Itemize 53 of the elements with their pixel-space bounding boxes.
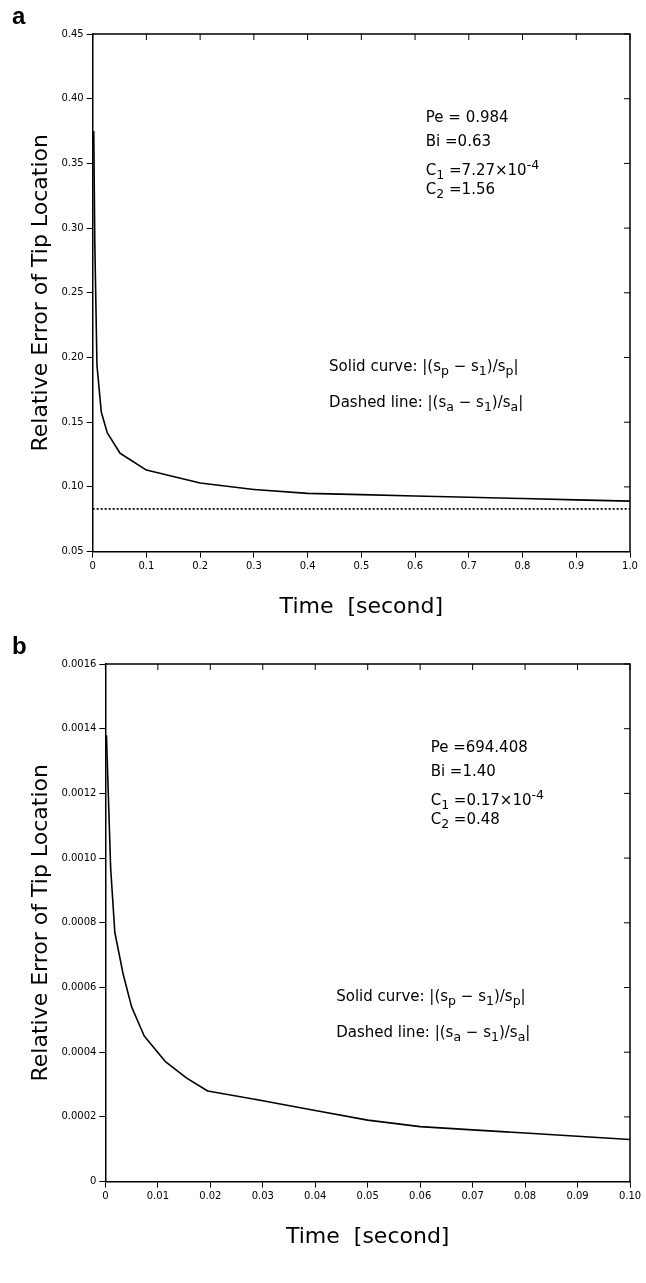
x-tick-label: 0.09 [566, 1190, 589, 1202]
x-tick-label: 0.1 [138, 560, 155, 572]
y-tick-label: 0.0002 [61, 1110, 97, 1122]
y-tick-label: 0.30 [61, 221, 84, 233]
chart-title: b [12, 632, 27, 660]
y-tick-label: 0.40 [61, 92, 84, 104]
annotation: Bi =1.40 [430, 761, 496, 783]
x-axis-title: Time [second] [284, 1222, 450, 1248]
annotation: Solid curve: |(s$_{p}$ − s$_{1}$)/s$_{p}$| [329, 355, 519, 380]
x-tick-label: 0.5 [353, 560, 370, 572]
x-axis-title: Time [second] [278, 592, 444, 618]
annotation: Pe =694.408 [430, 737, 528, 759]
x-tick-label: 1.0 [622, 560, 638, 572]
x-tick-label: 0.05 [356, 1190, 379, 1202]
y-tick-label: 0.0014 [61, 722, 97, 734]
y-tick-label: 0.0008 [61, 916, 97, 928]
x-tick-label: 0.7 [460, 560, 477, 572]
y-tick-label: 0 [90, 1175, 97, 1187]
x-tick-label: 0.4 [299, 560, 316, 572]
x-tick-label: 0 [102, 1190, 109, 1202]
x-tick-label: 0.3 [245, 560, 262, 572]
y-axis-title: Relative Error of Tip Location [26, 134, 52, 452]
y-tick-label: 0.45 [61, 27, 84, 39]
y-tick-label: 0.05 [61, 545, 84, 557]
x-tick-label: 0.9 [568, 560, 585, 572]
annotation: Dashed line: |(s$_{a}$ − s$_{1}$)/s$_{a}$| [329, 391, 524, 416]
y-tick-label: 0.15 [61, 415, 84, 427]
y-tick-label: 0.0004 [61, 1045, 97, 1057]
y-tick-label: 0.0006 [61, 981, 97, 993]
annotation: Solid curve: |(s$_{p}$ − s$_{1}$)/s$_{p}$| [336, 985, 526, 1010]
x-tick-label: 0.6 [407, 560, 424, 572]
annotation: Pe = 0.984 [425, 107, 509, 129]
x-tick-label: 0.02 [199, 1190, 222, 1202]
y-tick-label: 0.0012 [61, 786, 97, 798]
x-tick-label: 0.08 [513, 1190, 537, 1202]
annotation: Dashed line: |(s$_{a}$ − s$_{1}$)/s$_{a}$| [336, 1021, 531, 1046]
y-tick-label: 0.0010 [61, 851, 97, 863]
x-tick-label: 0.07 [461, 1190, 484, 1202]
x-tick-label: 0.10 [618, 1190, 642, 1202]
x-tick-label: 0.01 [146, 1190, 169, 1202]
y-axis-title: Relative Error of Tip Location [26, 764, 52, 1082]
y-tick-label: 0.20 [61, 351, 84, 363]
x-tick-label: 0.2 [192, 560, 209, 572]
y-tick-label: 0.25 [61, 286, 84, 298]
y-tick-label: 0.0016 [61, 657, 97, 669]
y-tick-label: 0.10 [61, 480, 84, 492]
x-tick-label: 0.06 [409, 1190, 432, 1202]
x-tick-label: 0.8 [514, 560, 531, 572]
y-tick-label: 0.35 [61, 156, 84, 168]
annotation: Bi =0.63 [425, 131, 492, 153]
x-tick-label: 0.04 [304, 1190, 327, 1202]
x-tick-label: 0.03 [251, 1190, 274, 1202]
chart-title: a [12, 2, 26, 30]
